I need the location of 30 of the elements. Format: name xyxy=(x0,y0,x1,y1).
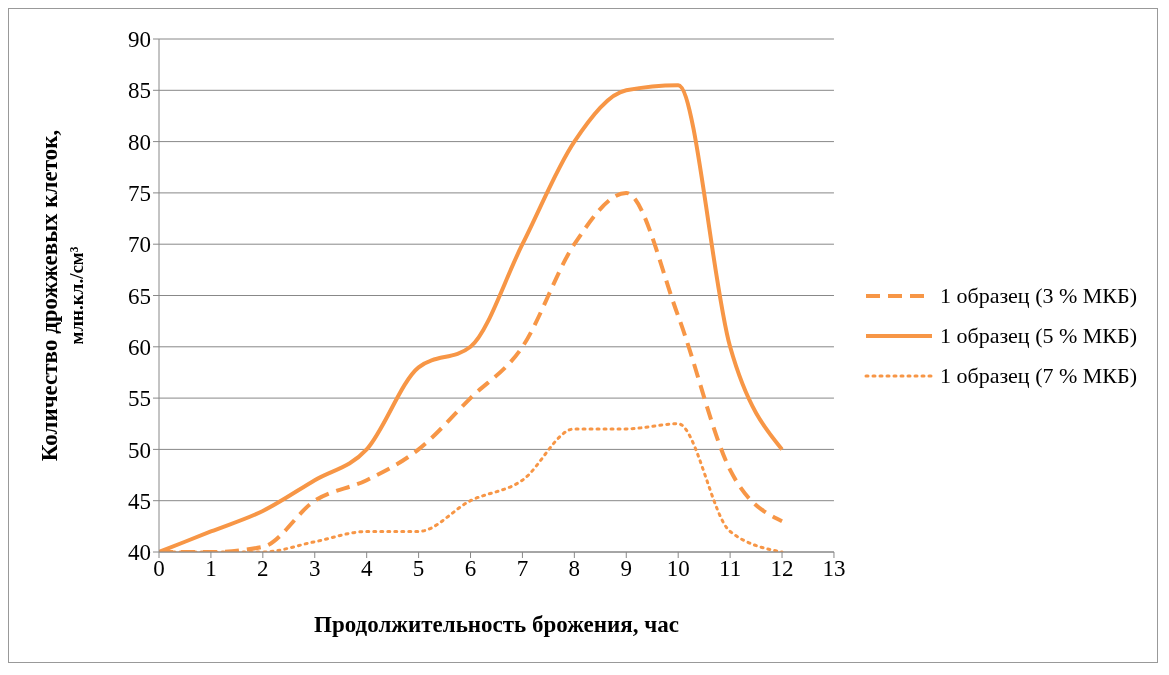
x-tick-label: 4 xyxy=(360,556,373,582)
x-tick-label: 6 xyxy=(464,556,477,582)
x-tick-label: 11 xyxy=(719,556,742,582)
y-axis-title: Количество дрожжевых клеток, млн.кл./см³ xyxy=(37,129,87,462)
y-tick-label: 70 xyxy=(128,232,151,258)
y-tick-label: 75 xyxy=(128,181,151,207)
x-tick-label: 3 xyxy=(309,556,321,582)
legend-label: 1 образец (7 % МКБ) xyxy=(939,362,1137,389)
y-tick-label: 60 xyxy=(128,334,151,360)
y-tick-label: 40 xyxy=(128,540,151,566)
x-tick-label: 10 xyxy=(666,556,690,582)
x-tick-label: 13 xyxy=(822,556,846,582)
y-tick-label: 85 xyxy=(128,78,151,104)
x-tick-label: 7 xyxy=(516,556,529,582)
y-tick-label: 55 xyxy=(128,386,151,412)
y-tick-label: 90 xyxy=(128,27,151,53)
x-axis-title: Продолжительность брожения, час xyxy=(314,612,679,637)
x-tick-label: 8 xyxy=(568,556,581,582)
x-tick-label: 0 xyxy=(153,556,165,582)
y-tick-label: 65 xyxy=(128,283,151,309)
x-tick-label: 12 xyxy=(770,556,794,582)
y-tick-label: 45 xyxy=(128,488,151,514)
legend-label: 1 образец (5 % МКБ) xyxy=(939,322,1137,349)
x-tick-label: 2 xyxy=(257,556,269,582)
y-tick-label: 50 xyxy=(128,437,151,463)
x-tick-label: 5 xyxy=(412,556,425,582)
legend-label: 1 образец (3 % МКБ) xyxy=(939,282,1137,309)
y-tick-label: 80 xyxy=(128,129,151,155)
x-tick-label: 1 xyxy=(205,556,217,582)
x-tick-label: 9 xyxy=(620,556,633,582)
